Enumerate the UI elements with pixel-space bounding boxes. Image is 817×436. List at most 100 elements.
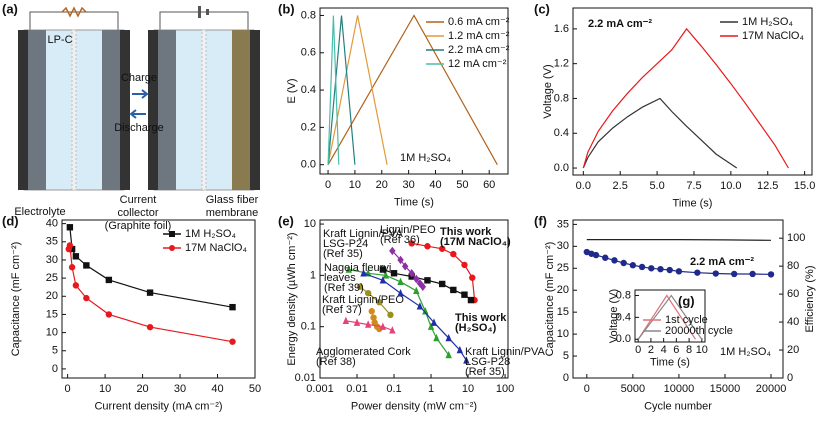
marker: [105, 276, 113, 284]
annotation: 2.2 mA cm⁻²: [588, 18, 652, 30]
x-tick-label: 2: [648, 344, 654, 356]
marker: [408, 269, 415, 278]
x-axis-label: Power density (mW cm⁻²): [351, 401, 477, 413]
y-tick-label: 10: [46, 327, 58, 339]
series-label: leaves: [324, 272, 356, 284]
y2-axis-label: Efficiency (%): [804, 265, 816, 332]
y-tick-label: 25: [46, 272, 58, 284]
y-tick-label: 20: [46, 290, 58, 302]
legend-label: 1M H₂SO₄: [185, 228, 236, 240]
panel-label: (a): [2, 1, 18, 16]
y-tick-label: 10: [304, 218, 316, 230]
marker: [461, 261, 468, 269]
marker: [413, 274, 420, 284]
x-tick-label: 20: [136, 383, 148, 395]
collector: [18, 30, 28, 190]
legend-label: 1st cycle: [665, 314, 708, 326]
marker: [83, 262, 90, 269]
series-line: [363, 272, 467, 361]
marker: [422, 307, 429, 315]
marker: [345, 265, 353, 273]
label: membrane: [206, 207, 259, 219]
marker: [379, 266, 387, 273]
x-tick-label: 0.0: [576, 180, 591, 192]
x-tick-label: 5.0: [649, 180, 664, 192]
collector: [120, 30, 130, 190]
x-tick-label: 10000: [664, 383, 695, 395]
resistor: [61, 6, 87, 18]
battery: [198, 6, 201, 18]
y-axis-label: Capacitance (mF cm⁻²): [10, 242, 22, 357]
y-tick-label: 0.1: [301, 321, 316, 333]
marker: [438, 245, 446, 252]
marker: [382, 271, 390, 279]
x-axis-label: Time (s): [650, 357, 690, 369]
series-label: Kraft Lignin/PVA: [323, 228, 404, 240]
y-tick-label: 0.0: [616, 333, 631, 345]
x-tick-label: 10: [696, 344, 708, 356]
series-line: [327, 15, 356, 165]
y-tick-label: 15: [46, 308, 58, 320]
x-tick-label: 0.001: [306, 383, 334, 395]
series-label: (H₂SO₄): [455, 322, 497, 334]
y-tick-label: 30: [46, 254, 58, 266]
marker: [461, 291, 468, 298]
marker: [364, 289, 372, 297]
marker: [427, 322, 435, 330]
y-axis-label: E (V): [286, 78, 298, 103]
marker: [424, 243, 431, 250]
series-line: [582, 97, 738, 169]
series-label: Lignin/PEO: [380, 224, 436, 236]
marker: [648, 265, 655, 272]
x-tick-label: 40: [211, 383, 223, 395]
series-label: Agglomerated Cork: [316, 346, 411, 358]
marker: [629, 262, 637, 269]
legend-label: 20000th cycle: [665, 325, 733, 337]
marker: [666, 266, 673, 274]
collector: [250, 30, 260, 190]
series-label: Kraft Lignin/PVA: [465, 346, 546, 358]
y-axis-label: Voltage (V): [608, 289, 620, 343]
x-axis-label: Cycle number: [644, 401, 712, 413]
marker: [389, 326, 396, 334]
chart: 0 10 20 30 40 50 60 0.0 0.2 0.4 0.6 0.8 Time (s) E (V…: [286, 7, 510, 209]
marker: [83, 294, 90, 302]
y2-tick-label: 100: [787, 232, 805, 244]
y-tick-label: 0.0: [554, 162, 569, 174]
series-line: [327, 15, 340, 165]
chart: 0.0 2.5 5.0 7.5 10.0 12.5 15.0 0.0 0.4 0.8 1.2 1.6 T…: [542, 7, 815, 210]
series-line: [327, 14, 498, 165]
label: Electrolyte: [14, 206, 65, 218]
x-tick-label: 20000: [756, 383, 787, 395]
x-tick-label: 100: [496, 383, 514, 395]
marker: [229, 303, 236, 311]
legend-label: 17M NaClO₄: [742, 30, 804, 42]
legend-label: 1M H₂SO₄: [742, 16, 793, 28]
label: Charge: [121, 72, 157, 84]
series-label: This work: [455, 312, 507, 324]
x-tick-label: 1: [428, 383, 434, 395]
y-tick-label: 1: [310, 269, 316, 281]
marker: [368, 308, 375, 315]
annotation: 1M H₂SO₄: [400, 152, 451, 164]
series-label: (Ref 35): [323, 248, 363, 260]
y-tick-label: 1.6: [554, 23, 569, 35]
marker: [397, 277, 404, 285]
plot-frame: [319, 7, 509, 175]
series-label: Kraft Lignin/PEO: [322, 294, 404, 306]
marker: [712, 270, 719, 277]
x-tick-label: 0: [325, 179, 331, 191]
marker: [456, 345, 464, 354]
marker: [730, 270, 738, 278]
separator: [201, 29, 207, 191]
y-tick-label: 15: [557, 306, 569, 318]
battery: [206, 9, 209, 15]
series-line: [586, 239, 772, 241]
series-label: (17M NaClO₄): [440, 236, 511, 248]
legend-label: 1.2 mA cm⁻²: [448, 30, 510, 42]
wire: [29, 11, 249, 30]
x-tick-label: 15.0: [794, 180, 815, 192]
chart: 0 5000 10000 15000 2000005101520253035020406…: [544, 218, 816, 412]
marker: [657, 265, 664, 273]
